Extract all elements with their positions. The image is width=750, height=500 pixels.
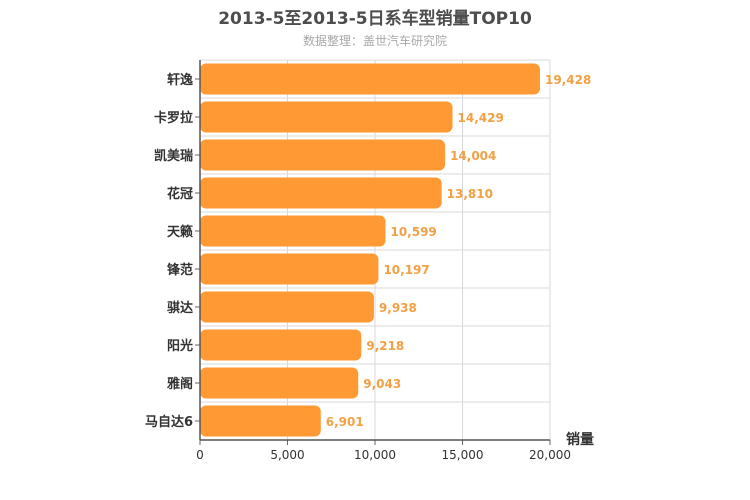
bar-value-label: 9,043 xyxy=(363,377,401,391)
bar[interactable] xyxy=(200,101,453,133)
category-label: 骐达 xyxy=(167,300,193,316)
axes: 0 5,000 10,000 15,000 20,000 轩逸卡罗拉凯美瑞花冠天籁锋范骐达… xyxy=(145,60,571,462)
x-tick-label: 10,000 xyxy=(354,448,396,462)
bar-value-label: 19,428 xyxy=(545,73,591,87)
x-axis-label: 销量 xyxy=(566,431,594,448)
category-label: 卡罗拉 xyxy=(154,110,193,126)
bar-value-label: 9,218 xyxy=(366,339,404,353)
bar-value-label: 14,004 xyxy=(450,149,496,163)
category-label: 天籁 xyxy=(167,224,193,240)
chart-subtitle: 数据整理：盖世汽车研究院 xyxy=(302,34,447,48)
category-label: 锋范 xyxy=(167,262,193,278)
bar[interactable] xyxy=(200,215,386,247)
bar-value-label: 10,197 xyxy=(383,263,429,277)
bar[interactable] xyxy=(200,139,446,171)
bar[interactable] xyxy=(200,405,321,437)
bar[interactable] xyxy=(200,63,540,95)
bar[interactable] xyxy=(200,291,374,323)
x-tick-label: 20,000 xyxy=(529,448,571,462)
category-label: 阳光 xyxy=(167,338,193,354)
bars: 19,428 14,429 14,004 13,810 10,599 10,197 9,93… xyxy=(200,63,591,437)
bar[interactable] xyxy=(200,253,379,285)
x-tick-label: 0 xyxy=(196,448,204,462)
bar-value-label: 10,599 xyxy=(390,225,436,239)
bar[interactable] xyxy=(200,367,359,399)
bar-value-label: 6,901 xyxy=(326,415,364,429)
category-label: 轩逸 xyxy=(167,72,193,88)
bar-value-label: 14,429 xyxy=(458,111,504,125)
category-label: 马自达6 xyxy=(145,414,193,430)
bar[interactable] xyxy=(200,177,442,209)
x-tick-label: 5,000 xyxy=(270,448,304,462)
bar[interactable] xyxy=(200,329,362,361)
bar-value-label: 9,938 xyxy=(379,301,417,315)
category-label: 凯美瑞 xyxy=(154,148,193,164)
chart-title: 2013-5至2013-5日系车型销量TOP10 xyxy=(218,9,532,29)
x-tick-label: 15,000 xyxy=(442,448,484,462)
category-label: 花冠 xyxy=(167,186,193,202)
bar-value-label: 13,810 xyxy=(447,187,493,201)
category-label: 雅阁 xyxy=(167,376,193,392)
